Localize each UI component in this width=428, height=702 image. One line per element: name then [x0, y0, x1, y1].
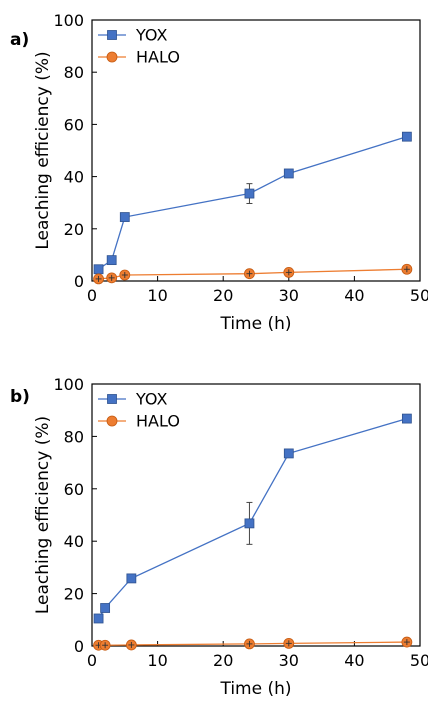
y-axis-label: Leaching efficiency (%): [33, 51, 53, 249]
plot-frame: [91, 383, 421, 647]
panel-label: b): [10, 387, 30, 407]
legend-marker: [107, 30, 117, 40]
panel-label: a): [10, 30, 29, 50]
chart-b: 0 10 20 30 40 50 0 20 40 60 80 100 Time (h) Leaching …: [10, 375, 428, 699]
data-point-yox: [106, 255, 117, 266]
x-tick-label: 10: [147, 286, 167, 305]
x-tick-label: 40: [344, 651, 364, 670]
y-tick-label: 60: [64, 480, 84, 499]
data-point-yox: [283, 448, 294, 459]
y-tick-label: 0: [74, 637, 84, 656]
series-yox: YOX: [93, 26, 412, 275]
y-tick-label: 80: [64, 427, 84, 446]
data-point-yox: [244, 518, 255, 529]
plot-frame: [91, 19, 421, 282]
y-tick-label: 40: [64, 168, 84, 187]
series-line-yox: [98, 136, 408, 270]
legend-marker: [106, 415, 118, 427]
data-point-yox: [401, 413, 412, 424]
data-point-yox: [244, 188, 255, 199]
x-axis-label: Time (h): [219, 679, 291, 699]
y-tick-label: 100: [53, 375, 84, 394]
y-tick-label: 20: [64, 585, 84, 604]
x-tick-label: 20: [213, 651, 233, 670]
x-tick-label: 0: [87, 286, 97, 305]
series-yox: YOX: [93, 390, 412, 624]
y-tick-label: 40: [64, 532, 84, 551]
legend-label: YOX: [135, 390, 167, 409]
x-tick-label: 10: [147, 651, 167, 670]
chart-a: 0 10 20 30 40 50 0 20 40 60 80 100 Time (h) Leaching …: [10, 11, 428, 334]
data-point-yox: [119, 212, 130, 222]
y-tick-label: 20: [64, 220, 84, 239]
x-tick-label: 50: [410, 286, 428, 305]
data-point-yox: [401, 131, 412, 142]
data-point-yox: [100, 603, 111, 613]
legend-marker: [107, 394, 117, 404]
x-axis-label: Time (h): [219, 314, 291, 334]
x-tick-label: 30: [279, 651, 299, 670]
series-halo: HALO: [93, 412, 413, 651]
data-point-yox: [93, 613, 104, 624]
y-tick-label: 100: [53, 11, 84, 30]
y-tick-label: 80: [64, 63, 84, 82]
legend-label: HALO: [136, 412, 180, 431]
y-tick-label: 0: [74, 272, 84, 291]
data-point-yox: [126, 573, 137, 584]
x-tick-label: 40: [344, 286, 364, 305]
data-point-yox: [93, 264, 104, 275]
y-axis-label: Leaching efficiency (%): [33, 416, 53, 614]
x-tick-label: 30: [279, 286, 299, 305]
y-tick-label: 60: [64, 115, 84, 134]
data-point-yox: [283, 168, 294, 179]
series-halo: HALO: [93, 48, 413, 285]
x-tick-label: 20: [213, 286, 233, 305]
legend-marker: [106, 51, 118, 63]
legend-label: YOX: [135, 26, 167, 45]
x-tick-label: 0: [87, 651, 97, 670]
legend-label: HALO: [136, 48, 180, 67]
x-tick-label: 50: [410, 651, 428, 670]
